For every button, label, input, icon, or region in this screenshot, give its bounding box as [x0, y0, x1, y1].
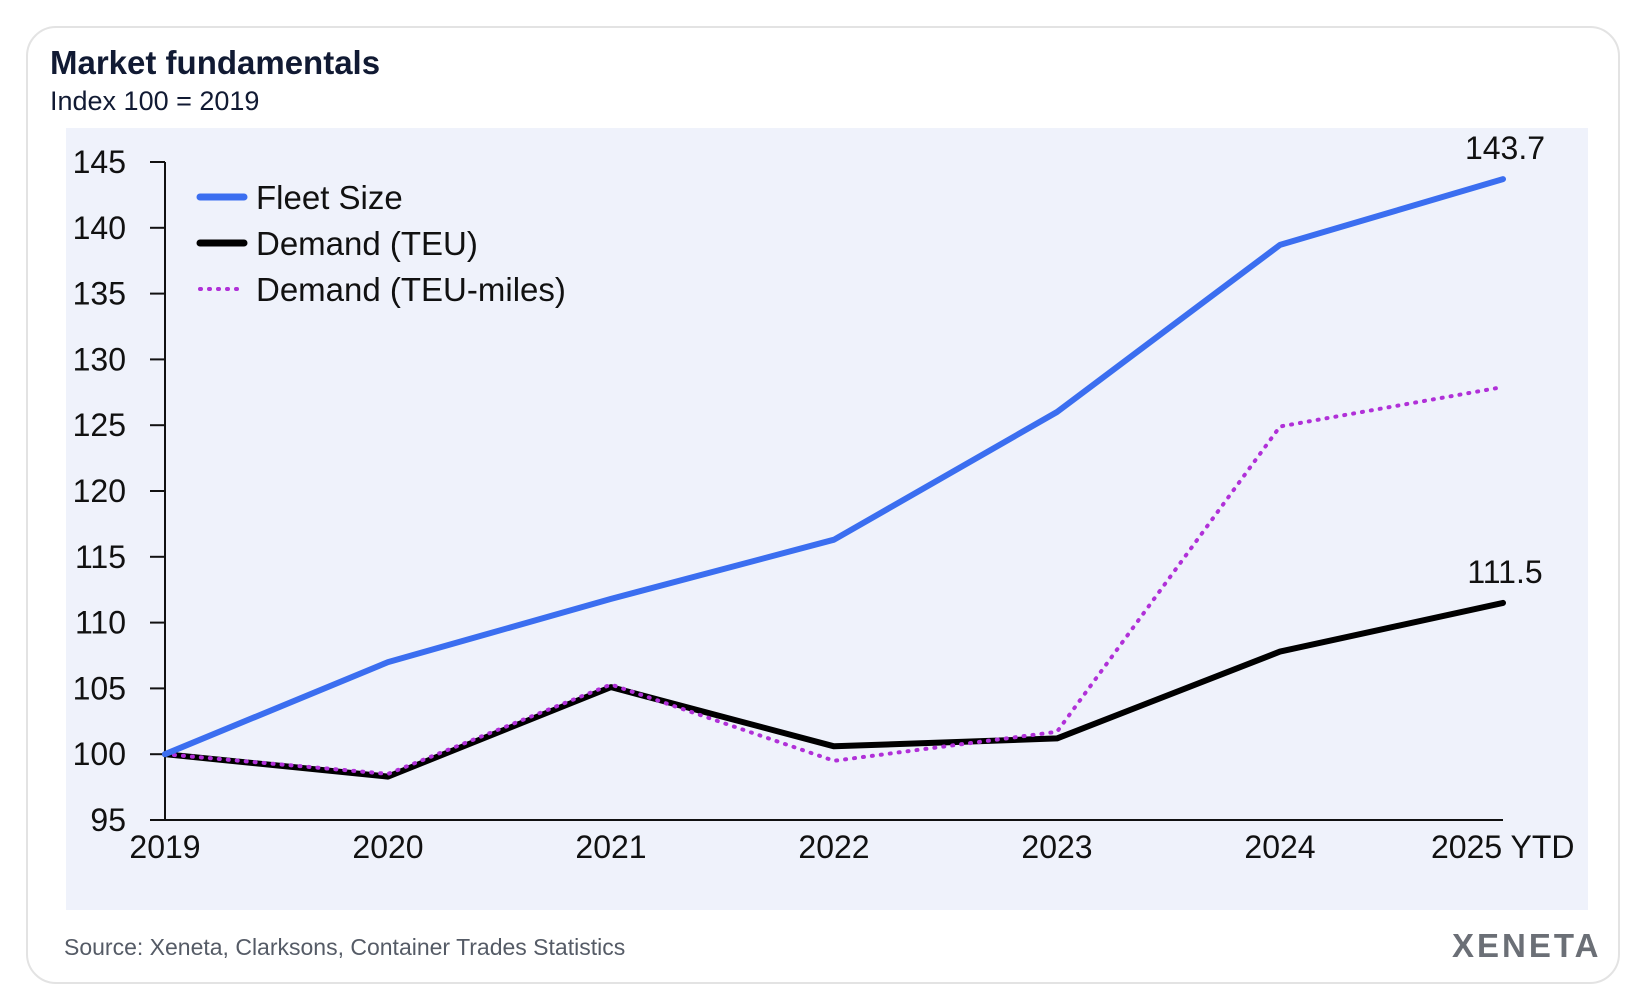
series-line-demand-teu-miles	[163, 385, 1505, 776]
chart-title: Market fundamentals	[50, 44, 381, 81]
series-line-fleet-size	[162, 176, 1506, 758]
y-tick-label: 115	[75, 539, 126, 575]
data-label: 143.7	[1465, 130, 1545, 166]
x-tick-label: 2022	[798, 829, 869, 865]
data-label: 111.5	[1467, 554, 1542, 590]
legend-label: Fleet Size	[256, 179, 403, 216]
x-tick-label: 2023	[1021, 829, 1092, 865]
legend-label: Demand (TEU)	[256, 225, 478, 262]
plot-area	[66, 128, 1588, 910]
y-tick-label: 120	[73, 473, 126, 509]
y-tick-label: 95	[90, 802, 126, 838]
y-tick-label: 130	[73, 341, 126, 377]
y-tick-label: 125	[73, 407, 126, 443]
x-tick-label: 2019	[129, 829, 200, 865]
brand-logo: XENETA	[1452, 927, 1602, 964]
x-tick-label: 2025 YTD	[1431, 829, 1575, 865]
x-tick-label: 2024	[1244, 829, 1315, 865]
y-tick-label: 140	[73, 210, 126, 246]
y-tick-label: 110	[75, 605, 126, 641]
y-tick-label: 105	[73, 670, 126, 706]
y-tick-label: 135	[73, 276, 126, 312]
y-tick-label: 145	[73, 144, 126, 180]
legend-label: Demand (TEU-miles)	[256, 271, 566, 308]
chart-subtitle: Index 100 = 2019	[50, 86, 260, 116]
y-tick-label: 100	[73, 736, 126, 772]
x-tick-label: 2021	[575, 829, 646, 865]
series-line-demand-teu	[162, 599, 1506, 780]
x-tick-label: 2020	[352, 829, 423, 865]
source-note: Source: Xeneta, Clarksons, Container Tra…	[64, 934, 626, 960]
